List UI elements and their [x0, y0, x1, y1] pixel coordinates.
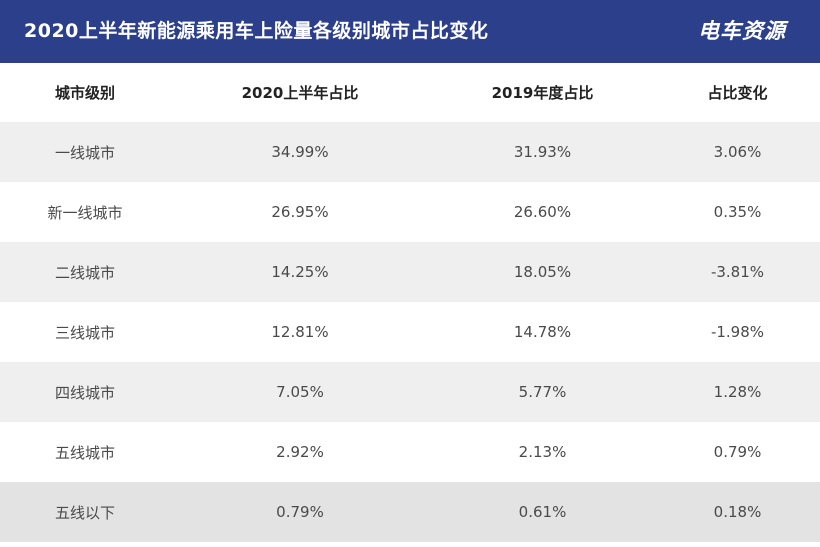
city-level-cell: 三线城市 — [0, 302, 170, 362]
share-2019-cell: 5.77% — [430, 362, 655, 422]
share-2020h1-cell: 2.92% — [170, 422, 430, 482]
table-row: 三线城市 12.81% 14.78% -1.98% — [0, 302, 820, 362]
city-level-cell: 新一线城市 — [0, 182, 170, 242]
table-row: 新一线城市 26.95% 26.60% 0.35% — [0, 182, 820, 242]
table-row: 五线城市 2.92% 2.13% 0.79% — [0, 422, 820, 482]
share-2019-cell: 0.61% — [430, 482, 655, 542]
share-2019-cell: 18.05% — [430, 242, 655, 302]
share-change-cell: -1.98% — [655, 302, 820, 362]
share-2020h1-cell: 0.79% — [170, 482, 430, 542]
share-change-cell: -3.81% — [655, 242, 820, 302]
share-2020h1-cell: 14.25% — [170, 242, 430, 302]
city-level-cell: 五线以下 — [0, 482, 170, 542]
city-level-cell: 五线城市 — [0, 422, 170, 482]
table-row: 一线城市 34.99% 31.93% 3.06% — [0, 122, 820, 182]
share-2019-cell: 31.93% — [430, 122, 655, 182]
share-2019-cell: 2.13% — [430, 422, 655, 482]
header-row: 城市级别 2020上半年占比 2019年度占比 占比变化 — [0, 63, 820, 122]
share-change-cell: 1.28% — [655, 362, 820, 422]
column-header-2020h1-share: 2020上半年占比 — [170, 63, 430, 122]
city-level-cell: 一线城市 — [0, 122, 170, 182]
brand-logo: 电车资源 — [698, 19, 786, 43]
table-row: 五线以下 0.79% 0.61% 0.18% — [0, 482, 820, 542]
table-row: 二线城市 14.25% 18.05% -3.81% — [0, 242, 820, 302]
column-header-city-level: 城市级别 — [0, 63, 170, 122]
table-row: 四线城市 7.05% 5.77% 1.28% — [0, 362, 820, 422]
share-2020h1-cell: 34.99% — [170, 122, 430, 182]
column-header-share-change: 占比变化 — [655, 63, 820, 122]
title-bar: 2020上半年新能源乘用车上险量各级别城市占比变化 电车资源 — [0, 0, 820, 63]
share-2019-cell: 14.78% — [430, 302, 655, 362]
city-level-cell: 二线城市 — [0, 242, 170, 302]
share-change-cell: 0.79% — [655, 422, 820, 482]
share-2020h1-cell: 12.81% — [170, 302, 430, 362]
column-header-2019-share: 2019年度占比 — [430, 63, 655, 122]
data-table: 城市级别 2020上半年占比 2019年度占比 占比变化 一线城市 34.99% 3… — [0, 63, 820, 542]
share-change-cell: 0.35% — [655, 182, 820, 242]
share-change-cell: 0.18% — [655, 482, 820, 542]
share-change-cell: 3.06% — [655, 122, 820, 182]
share-2020h1-cell: 26.95% — [170, 182, 430, 242]
city-level-cell: 四线城市 — [0, 362, 170, 422]
table-title: 2020上半年新能源乘用车上险量各级别城市占比变化 — [24, 20, 489, 42]
table-body: 一线城市 34.99% 31.93% 3.06% 新一线城市 26.95% 26.60% 0.… — [0, 122, 820, 542]
share-2020h1-cell: 7.05% — [170, 362, 430, 422]
share-2019-cell: 26.60% — [430, 182, 655, 242]
